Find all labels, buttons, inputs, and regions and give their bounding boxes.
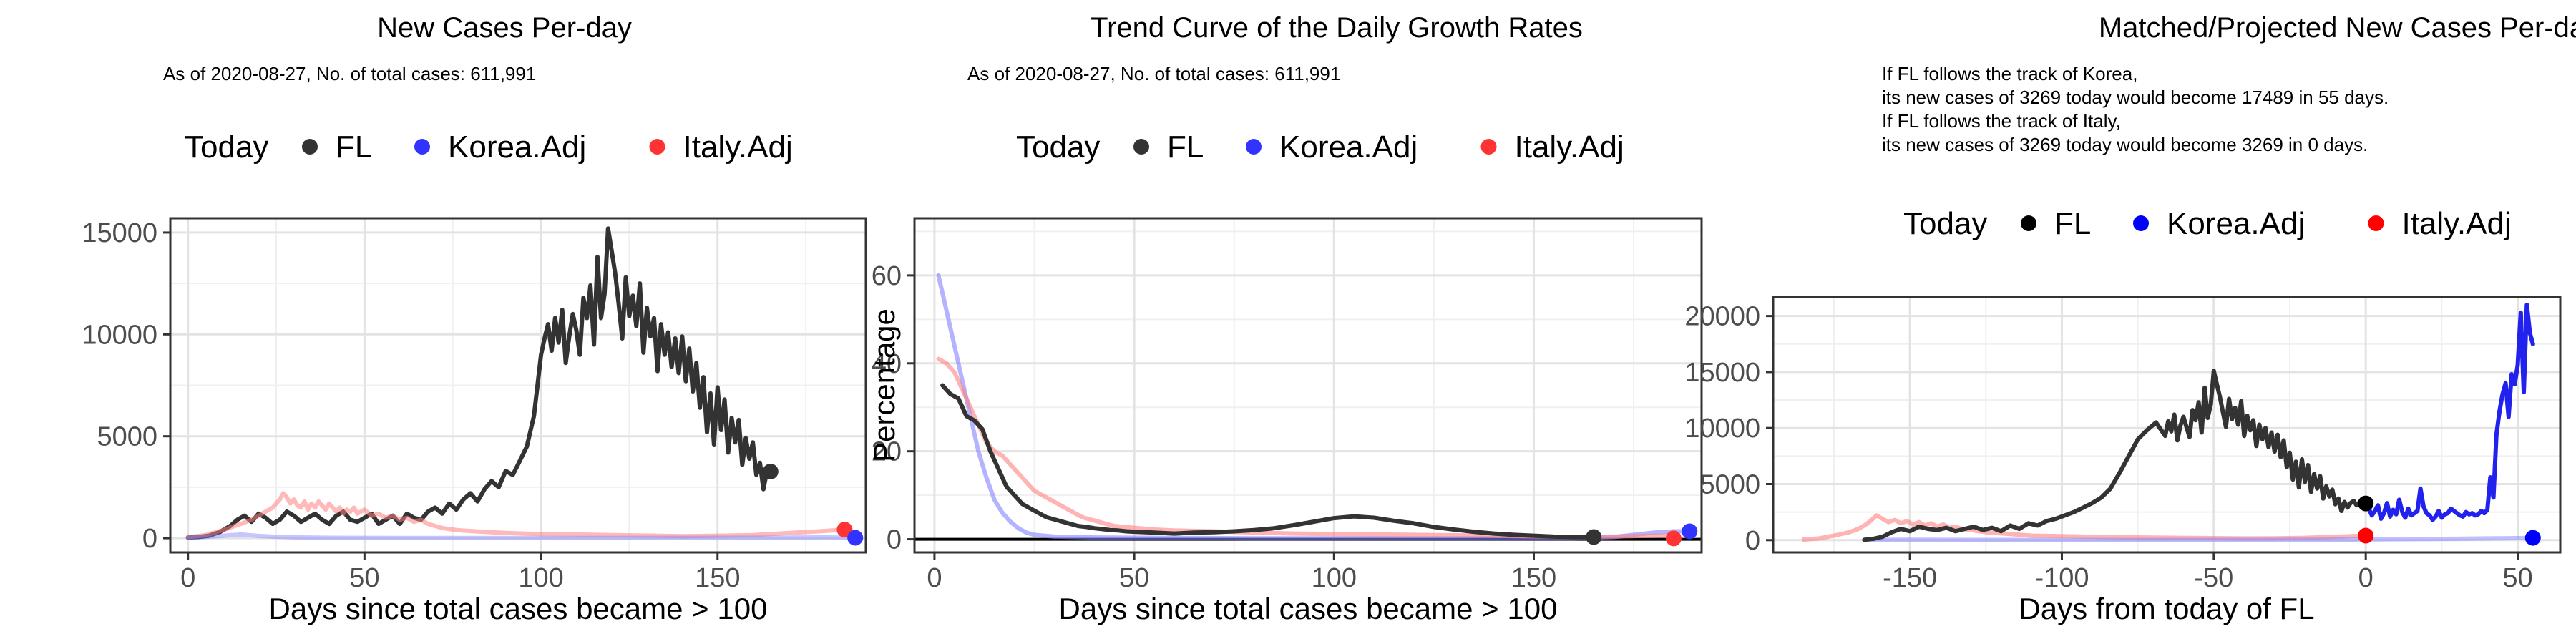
legend-label: Korea.Adj: [2167, 206, 2305, 241]
x-tick-label: 100: [518, 563, 563, 593]
y-tick-label: 0: [142, 524, 157, 554]
x-tick-label: 0: [180, 563, 195, 593]
legend-key: [302, 139, 318, 155]
series-line-fl: [940, 383, 1596, 540]
legend-label: Italy.Adj: [683, 130, 793, 165]
today-point-italy-adj: [1665, 530, 1682, 547]
series-group: [936, 273, 1692, 541]
legend-label: Korea.Adj: [1279, 130, 1418, 165]
axis-ticks: -150 -100 -50 0 50 0 5000 10000 15000 20000: [1684, 302, 2532, 593]
annotation-line: its new cases of 3269 today would become…: [1882, 134, 2368, 155]
series-group: [1801, 303, 2535, 542]
y-tick-label: 20: [872, 437, 902, 467]
y-tick-label: 10000: [1684, 414, 1760, 444]
x-tick-label: 0: [927, 563, 942, 593]
x-tick-label: 50: [2502, 563, 2532, 593]
today-point-korea-adj: [847, 530, 864, 546]
y-tick-label: 5000: [1699, 469, 1760, 499]
x-axis-label: Days since total cases became > 100: [269, 592, 768, 625]
annotation-line: If FL follows the track of Italy,: [1882, 110, 2121, 132]
y-tick-label: 60: [872, 261, 902, 291]
series-line-korea-adj: [2363, 303, 2535, 522]
chart-subtitle: As of 2020-08-27, No. of total cases: 61…: [163, 63, 536, 84]
legend-key: [649, 139, 665, 155]
annotation-line: its new cases of 3269 today would become…: [1882, 87, 2389, 108]
plot-border: [1772, 296, 2562, 554]
chart-subtitle: As of 2020-08-27, No. of total cases: 61…: [967, 63, 1340, 84]
chart-title: Matched/Projected New Cases Per-day: [2099, 12, 2576, 44]
plot-area: [914, 218, 1702, 552]
legend-title: Today: [1016, 130, 1100, 165]
legend-key: [414, 139, 430, 155]
legend-key: [1480, 139, 1497, 155]
legend-key: [1246, 139, 1262, 155]
today-point-italy-adj: [836, 522, 853, 538]
x-tick-label: -50: [2194, 563, 2233, 593]
legend-title: Today: [185, 130, 268, 165]
chart-title: Trend Curve of the Daily Growth Rates: [1091, 12, 1583, 44]
y-tick-label: 0: [887, 525, 902, 555]
axis-ticks: 0 50 100 150 0 5000 10000 15000: [82, 218, 740, 593]
legend-label: Italy.Adj: [2402, 206, 2512, 241]
x-tick-label: 100: [1312, 563, 1357, 593]
y-tick-label: 15000: [82, 218, 157, 248]
series-group: [185, 226, 858, 540]
y-tick-label: 15000: [1684, 358, 1760, 388]
axis-ticks: 0 50 100 150 0 20 40 60: [872, 261, 1556, 593]
x-tick-label: 150: [1511, 563, 1556, 593]
plot-border: [913, 217, 1703, 554]
x-tick-label: 50: [349, 563, 379, 593]
x-axis-label: Days since total cases became > 100: [1059, 592, 1558, 625]
legend: Today FL Korea.Adj Italy.Adj: [1903, 206, 2512, 241]
plot-border: [169, 217, 867, 554]
legend-label: Italy.Adj: [1515, 130, 1624, 165]
legend-label: FL: [2054, 206, 2091, 241]
x-axis-label: Days from today of FL: [2019, 592, 2314, 625]
legend-label: Korea.Adj: [448, 130, 586, 165]
legend-label: FL: [1167, 130, 1204, 165]
legend-key: [2133, 215, 2149, 231]
x-tick-label: -100: [2034, 563, 2089, 593]
series-line-korea-adj: [1862, 535, 2535, 542]
x-tick-label: 0: [2358, 563, 2373, 593]
chart-panel-3: Matched/Projected New Cases Per-day If FL…: [1684, 12, 2576, 625]
series-line-korea-adj: [185, 532, 858, 540]
y-axis-label: Percentage: [867, 308, 901, 462]
legend-title: Today: [1903, 206, 1987, 241]
chart-title: New Cases Per-day: [377, 12, 632, 44]
legend-label: FL: [336, 130, 372, 165]
x-tick-label: 50: [1119, 563, 1149, 593]
chart-panel-2: Trend Curve of the Daily Growth Rates As …: [867, 12, 1703, 625]
y-tick-label: 10000: [82, 320, 157, 350]
series-line-fl: [185, 226, 773, 540]
today-point-korea-adj: [2524, 530, 2541, 546]
chart-panel-1: New Cases Per-day As of 2020-08-27, No. o…: [82, 12, 867, 625]
legend-key: [2021, 215, 2036, 231]
legend: Today FL Korea.Adj Italy.Adj: [1016, 130, 1624, 165]
y-tick-label: 40: [872, 349, 902, 379]
annotation-line: If FL follows the track of Korea,: [1882, 63, 2137, 84]
x-tick-label: 150: [695, 563, 740, 593]
y-tick-label: 5000: [97, 422, 157, 452]
today-point-korea-adj: [1682, 523, 1698, 540]
today-point-fl: [762, 463, 779, 479]
today-point-italy-adj: [2358, 527, 2374, 544]
x-tick-label: -150: [1883, 563, 1937, 593]
legend: Today FL Korea.Adj Italy.Adj: [185, 130, 793, 165]
series-line-italy-adj: [185, 491, 847, 540]
series-line-fl: [1862, 369, 2368, 542]
today-point-fl: [1586, 529, 1602, 545]
y-tick-label: 20000: [1684, 302, 1760, 332]
today-point-fl: [2358, 495, 2374, 512]
legend-key: [2368, 215, 2384, 231]
legend-key: [1133, 139, 1149, 155]
y-tick-label: 0: [1745, 526, 1760, 556]
